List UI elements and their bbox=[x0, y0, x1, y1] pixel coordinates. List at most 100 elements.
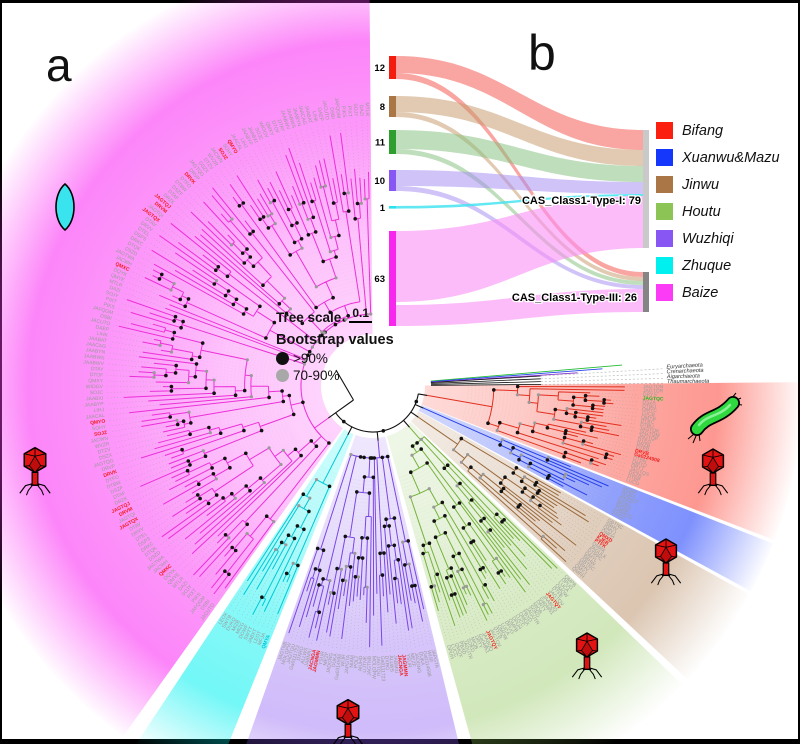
outgroup-leader bbox=[540, 378, 663, 382]
outgroup-branch bbox=[430, 368, 603, 383]
bootstrap-dot bbox=[518, 422, 522, 426]
bootstrap-dot bbox=[515, 384, 520, 389]
bootstrap-dot bbox=[359, 201, 363, 205]
tip-label: NIAM bbox=[349, 655, 356, 668]
bootstrap-dot bbox=[327, 441, 331, 445]
bootstrap-dot bbox=[591, 403, 595, 408]
bootstrap-dot bbox=[249, 395, 253, 399]
bootstrap-dot bbox=[367, 491, 372, 495]
bootstrap-dot bbox=[456, 569, 460, 574]
tip-label: DAEP bbox=[316, 107, 325, 122]
bootstrap-dot bbox=[583, 393, 588, 398]
bootstrap-dot bbox=[295, 524, 300, 528]
bootstrap-dot bbox=[483, 583, 488, 587]
tip-label: JAABWS bbox=[84, 353, 106, 361]
bootstrap-dot bbox=[459, 436, 464, 441]
bootstrap-dot bbox=[458, 481, 462, 486]
bootstrap-dot bbox=[301, 400, 305, 405]
legend-item-wuzhiqi: Wuzhiqi bbox=[656, 230, 780, 247]
bootstrap-dot bbox=[358, 455, 363, 459]
bootstrap-dot bbox=[432, 584, 436, 588]
sankey-node-value-11: 11 bbox=[375, 138, 386, 149]
bootstrap-dot bbox=[204, 386, 208, 391]
bootstrap-dot bbox=[323, 184, 327, 188]
tip-label: MEZF bbox=[322, 652, 330, 666]
bootstrap-dot bbox=[467, 522, 472, 526]
tip-label: DXRO bbox=[383, 656, 390, 671]
tip-label: Ga0111723 bbox=[379, 656, 386, 682]
bootstrap-dot bbox=[307, 509, 311, 514]
leader-dots-xuanwu bbox=[565, 467, 620, 511]
tip-label: JAGTQU bbox=[286, 643, 298, 665]
bootstrap-dot bbox=[272, 198, 277, 203]
bootstrap-dot bbox=[545, 476, 550, 480]
bootstrap-dot bbox=[392, 516, 397, 520]
tip-label: DQYK bbox=[112, 267, 128, 279]
bootstrap-dot bbox=[197, 355, 202, 360]
bootstrap-dot bbox=[315, 546, 320, 551]
bootstrap-dot bbox=[175, 418, 179, 422]
bootstrap-dot bbox=[564, 429, 568, 433]
tip-label: DRZK bbox=[114, 495, 129, 506]
bootstrap-dot bbox=[332, 591, 336, 595]
bootstrap-dot bbox=[419, 437, 423, 441]
tip-label: DSZB bbox=[628, 470, 643, 480]
tip-label: PBXD bbox=[457, 641, 467, 656]
bootstrap-dot bbox=[274, 548, 278, 552]
tree-outgroup: EuryarchaeotaCrenarchaeotaAigarchaeotaTh… bbox=[430, 362, 709, 386]
bootstrap-dot bbox=[302, 362, 306, 366]
bootstrap-dot bbox=[413, 583, 417, 588]
tip-label: DTBO bbox=[642, 403, 656, 410]
bootstrap-dot bbox=[313, 567, 318, 571]
bootstrap-dot bbox=[237, 204, 242, 208]
bootstrap-dot bbox=[427, 541, 432, 545]
bootstrap-dot bbox=[340, 578, 345, 583]
legend-label: Bifang bbox=[682, 122, 724, 139]
bootstrap-dot bbox=[181, 419, 186, 424]
tip-label: QMYA bbox=[261, 634, 272, 650]
tip-label: MEZF bbox=[409, 653, 417, 667]
tip-label: QMXY bbox=[264, 121, 275, 138]
bootstrap-dot bbox=[410, 444, 415, 448]
bootstrap-dot bbox=[527, 465, 531, 469]
bootstrap-dot bbox=[536, 393, 541, 397]
bootstrap-dot bbox=[261, 215, 266, 219]
bootstrap-dot bbox=[185, 468, 190, 473]
bootstrap-dot bbox=[461, 586, 465, 590]
bootstrap-dot bbox=[328, 579, 332, 583]
tip-label: JACUTO bbox=[321, 100, 330, 121]
tip-label: MIQB bbox=[469, 636, 480, 651]
bootstrap-dot bbox=[206, 501, 211, 506]
bootstrap-dot bbox=[225, 274, 230, 279]
tip-label: JAGTQK bbox=[639, 426, 660, 435]
bootstrap-dot bbox=[486, 530, 490, 534]
bootstrap-dot bbox=[500, 520, 504, 524]
bootstrap-dot bbox=[248, 255, 253, 259]
tip-label: JADGNG bbox=[326, 652, 335, 674]
bootstrap-dot bbox=[266, 226, 271, 230]
tip-label: DRVK bbox=[103, 469, 119, 479]
bootstrap-dot bbox=[228, 465, 232, 470]
tip-label: JAABWV bbox=[83, 360, 105, 368]
bootstrap-dot bbox=[279, 540, 284, 545]
bootstrap-dot bbox=[281, 399, 286, 404]
tip-label: QMYB bbox=[641, 415, 657, 423]
bootstrap-dot bbox=[207, 425, 211, 430]
tip-label: LUCD bbox=[625, 477, 640, 487]
bootstrap-dot bbox=[482, 516, 486, 521]
tip-label: PIKS bbox=[340, 106, 347, 119]
bootstrap-dot bbox=[301, 492, 306, 497]
bootstrap-dot bbox=[194, 362, 199, 366]
bootstrap-dot bbox=[469, 540, 473, 545]
bootstrap-dot bbox=[306, 233, 311, 237]
legend-item-houtu: Houtu bbox=[656, 203, 780, 220]
bootstrap-dot bbox=[362, 475, 367, 479]
bootstrap-dot bbox=[342, 191, 347, 196]
tip-label: ALLWS bbox=[387, 655, 394, 673]
sankey-link-63-III bbox=[396, 289, 643, 326]
tip-label: LIHK bbox=[96, 331, 109, 339]
bootstrap-dot bbox=[280, 389, 284, 393]
tip-label: DRZB bbox=[636, 441, 651, 450]
sankey-link-63-I bbox=[396, 196, 643, 302]
bootstrap-dot bbox=[533, 421, 537, 425]
